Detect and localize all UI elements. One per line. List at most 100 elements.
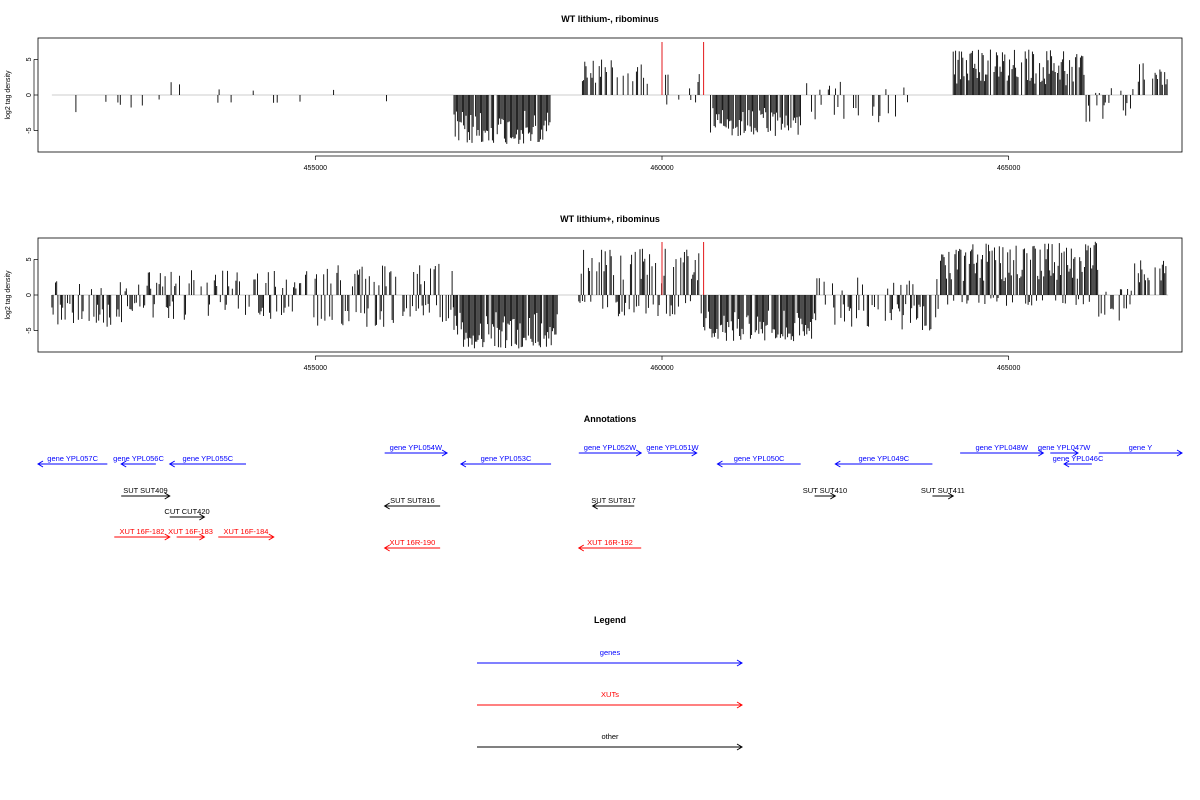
x-tick-label: 465000: [997, 165, 1020, 172]
feature-label: gene YPL047W: [1038, 443, 1091, 452]
x-tick-label: 465000: [997, 365, 1020, 372]
arrow-head: [164, 492, 171, 500]
legend-item: XUTs: [477, 690, 743, 709]
feature-arrow: gene YPL052W: [578, 443, 643, 457]
arrow-head: [830, 492, 837, 500]
feature-arrow: XUT 16F-183: [168, 527, 213, 541]
feature-arrow: CUT CUT420: [164, 507, 210, 521]
x-tick-label: 460000: [650, 365, 673, 372]
track-panel-2: WT lithium+, ribominus 5 0 -5 log2 tag densi…: [5, 214, 1183, 372]
feature-arrow: gene YPL057C: [37, 454, 108, 468]
feature-arrow: XUT 16F-184: [218, 527, 275, 541]
arrow-head: [268, 533, 275, 541]
feature-arrow: gene YPL048W: [960, 443, 1045, 457]
y-tick-label: -5: [26, 327, 33, 333]
arrow-head: [383, 544, 390, 552]
arrow-head: [736, 701, 743, 709]
feature-arrow: gene YPL056C: [113, 454, 164, 468]
feature-arrow: SUT SUT411: [921, 486, 965, 500]
legend-title: Legend: [594, 615, 626, 625]
feature-label: SUT SUT411: [921, 486, 965, 495]
feature-label: gene YPL046C: [1053, 454, 1104, 463]
arrow-head: [591, 502, 598, 510]
feature-arrow: SUT SUT409: [121, 486, 171, 500]
arrow-head: [1063, 460, 1070, 468]
feature-arrow: gene YPL047W: [1038, 443, 1091, 457]
feature-label: gene YPL054W: [390, 443, 443, 452]
arrow-head: [1038, 449, 1045, 457]
feature-label: XUT 16R-190: [390, 538, 436, 547]
legend-item: other: [477, 732, 743, 751]
feature-label: SUT SUT817: [591, 496, 635, 505]
arrow-head: [383, 502, 390, 510]
feature-label: gene YPL053C: [481, 454, 532, 463]
arrow-head: [164, 533, 171, 541]
x-tick-label: 460000: [650, 165, 673, 172]
y-axis-label: log2 tag density: [5, 70, 12, 120]
arrow-head: [168, 460, 175, 468]
arrow-head: [120, 460, 127, 468]
arrow-head: [1072, 449, 1079, 457]
panel-title: WT lithium+, ribominus: [560, 214, 660, 224]
feature-arrow: gene YPL049C: [834, 454, 933, 468]
feature-arrow: XUT 16R-192: [577, 538, 642, 552]
feature-arrow: XUT 16R-190: [383, 538, 441, 552]
feature-arrow: XUT 16F-182: [114, 527, 171, 541]
feature-arrow: gene YPL054W: [384, 443, 449, 457]
legend-item-label: XUTs: [601, 690, 619, 699]
y-axis-label: log2 tag density: [5, 270, 12, 320]
feature-label: gene YPL049C: [858, 454, 909, 463]
arrow-head: [1176, 449, 1183, 457]
feature-label: XUT 16F-182: [120, 527, 165, 536]
feature-label: XUT 16R-192: [587, 538, 633, 547]
arrow-head: [834, 460, 841, 468]
feature-label: gene YPL056C: [113, 454, 164, 463]
feature-label: gene YPL052W: [584, 443, 637, 452]
feature-arrow: gene YPL051W: [646, 443, 700, 457]
feature-label: SUT SUT410: [803, 486, 847, 495]
legend-item-label: other: [601, 732, 619, 741]
arrow-head: [441, 449, 449, 457]
y-tick-label: 5: [26, 257, 33, 261]
legend-item-label: genes: [600, 648, 621, 657]
arrow-head: [691, 449, 698, 457]
density-bars: [51, 241, 1167, 349]
feature-label: SUT SUT409: [123, 486, 167, 495]
arrow-head: [199, 513, 206, 521]
feature-label: gene YPL051W: [646, 443, 699, 452]
feature-arrow: gene YPL055C: [168, 454, 246, 468]
legend: Legend genes XUTs other: [477, 615, 743, 751]
y-tick-label: 0: [26, 93, 33, 97]
feature-label: gene Y: [1129, 443, 1153, 452]
track-panel-1: WT lithium-, ribominus 5 0 -5 log2 tag densi…: [5, 14, 1183, 172]
arrow-head: [577, 544, 585, 552]
feature-label: gene YPL050C: [734, 454, 785, 463]
x-tick-label: 455000: [304, 165, 327, 172]
arrow-head: [37, 460, 44, 468]
y-tick-label: -5: [26, 127, 33, 133]
y-tick-label: 0: [26, 293, 33, 297]
annotations-title: Annotations: [584, 414, 637, 424]
arrow-head: [459, 460, 467, 468]
density-bars: [75, 49, 1168, 144]
arrow-head: [716, 460, 723, 468]
feature-label: SUT SUT816: [390, 496, 434, 505]
arrow-head: [947, 492, 955, 500]
panel-title: WT lithium-, ribominus: [561, 14, 659, 24]
arrow-head: [736, 743, 743, 751]
arrow-head: [736, 659, 743, 667]
feature-arrow: gene YPL046C: [1053, 454, 1104, 468]
feature-label: XUT 16F-183: [168, 527, 213, 536]
feature-arrow: SUT SUT816: [383, 496, 441, 510]
arrow-head: [635, 449, 643, 457]
annotations-panel: Annotations gene YPL054W gene YPL052W gene …: [37, 414, 1183, 552]
feature-label: XUT 16F-184: [224, 527, 269, 536]
feature-arrow: gene YPL050C: [716, 454, 801, 468]
legend-item: genes: [477, 648, 743, 667]
x-tick-label: 455000: [304, 365, 327, 372]
feature-arrow: SUT SUT817: [591, 496, 636, 510]
feature-arrow: gene YPL053C: [459, 454, 552, 468]
feature-label: gene YPL048W: [976, 443, 1029, 452]
feature-label: CUT CUT420: [164, 507, 209, 516]
